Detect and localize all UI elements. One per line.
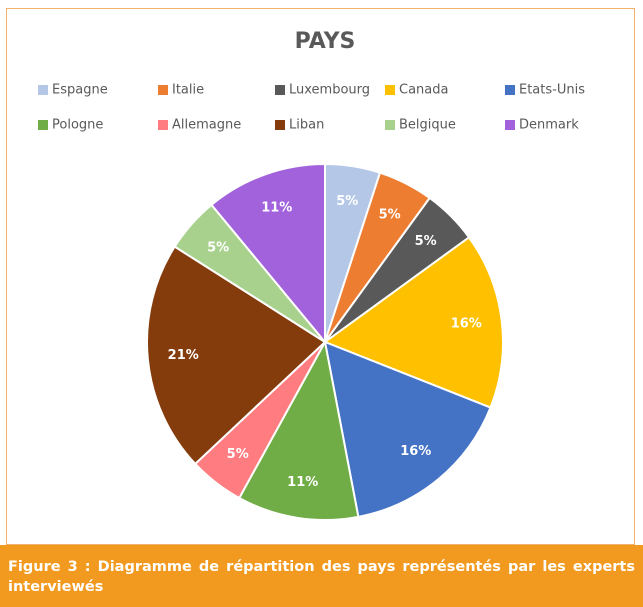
legend-label: Etats-Unis xyxy=(519,83,585,98)
legend-label: Canada xyxy=(399,83,448,98)
figure-caption: Figure 3 : Diagramme de répartition des … xyxy=(0,545,643,607)
legend-swatch xyxy=(385,85,395,95)
legend-label: Luxembourg xyxy=(289,83,370,98)
legend-label: Italie xyxy=(172,83,204,98)
data-label: 5% xyxy=(336,194,358,209)
legend-swatch xyxy=(275,120,285,130)
legend-label: Liban xyxy=(289,118,324,133)
pie-slice xyxy=(210,162,326,345)
data-label: 5% xyxy=(415,234,437,249)
data-label: 21% xyxy=(168,348,199,363)
data-label: 16% xyxy=(400,444,431,459)
chart-frame xyxy=(6,8,635,545)
data-label: 5% xyxy=(227,447,249,462)
chart-title: PAYS xyxy=(295,29,356,54)
data-label: 16% xyxy=(451,317,482,332)
data-label: 5% xyxy=(379,208,401,223)
data-label: 11% xyxy=(287,475,318,490)
legend-swatch xyxy=(505,120,515,130)
legend-label: Belgique xyxy=(399,118,456,133)
pie-slice xyxy=(323,340,492,519)
legend-swatch xyxy=(158,85,168,95)
legend-label: Pologne xyxy=(52,118,103,133)
legend-swatch xyxy=(275,85,285,95)
legend-swatch xyxy=(38,85,48,95)
legend-swatch xyxy=(158,120,168,130)
legend-swatch xyxy=(38,120,48,130)
legend-swatch xyxy=(505,85,515,95)
data-label: 5% xyxy=(207,240,229,255)
pie-slice xyxy=(237,339,360,521)
pie-slice xyxy=(322,235,504,409)
legend-label: Espagne xyxy=(52,83,108,98)
legend-label: Allemagne xyxy=(172,118,241,133)
chart: PAYS Espagne Italie Luxembourg Canada Etats-… xyxy=(38,29,585,521)
legend-label: Denmark xyxy=(519,118,579,133)
pie-slice xyxy=(146,245,327,466)
data-label: 11% xyxy=(261,201,292,216)
legend-swatch xyxy=(385,120,395,130)
